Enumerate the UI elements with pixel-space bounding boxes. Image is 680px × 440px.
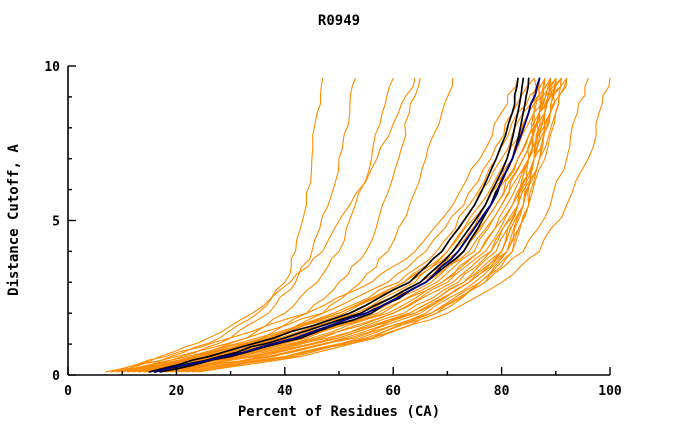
- series-line-highlight-model: [153, 77, 541, 373]
- series-line-reference-1: [148, 77, 519, 373]
- series-line-model-13: [170, 77, 542, 373]
- x-tick-label: 0: [64, 384, 72, 399]
- series-line-model-03: [116, 77, 546, 373]
- series-line-model-19: [132, 77, 568, 373]
- axes-layer: 0 20 40 60 80 100 0 5 10: [44, 60, 622, 399]
- series-line-reference-3: [159, 77, 530, 373]
- series-line-model-11: [159, 77, 557, 373]
- x-axis-label: Percent of Residues (CA): [238, 404, 440, 420]
- y-tick-label: 0: [52, 369, 60, 384]
- x-tick-label: 40: [277, 384, 293, 399]
- series-line-model-02: [110, 77, 535, 373]
- series-line-model-18: [197, 77, 541, 373]
- x-tick-label: 60: [385, 384, 401, 399]
- x-tick-label: 20: [169, 384, 185, 399]
- y-tick-label: 10: [44, 60, 60, 75]
- series-line-model-26: [110, 77, 416, 373]
- x-tick-label: 100: [598, 384, 622, 399]
- y-axis-label: Distance Cutoff, A: [6, 144, 22, 296]
- series-line-model-28: [165, 77, 589, 373]
- series-line-model-23: [127, 77, 394, 373]
- series-line-model-29: [148, 77, 568, 373]
- series-line-model-10: [154, 77, 562, 373]
- series-line-model-34: [159, 77, 562, 373]
- series-line-model-01: [105, 77, 519, 373]
- series-layer: [105, 77, 611, 373]
- series-line-model-22: [121, 77, 356, 373]
- series-line-model-27: [175, 77, 611, 373]
- series-line-model-20: [121, 77, 562, 373]
- x-tick-label: 80: [494, 384, 510, 399]
- y-tick-label: 5: [52, 215, 60, 230]
- chart-title: R0949: [318, 13, 360, 29]
- series-line-reference-2: [153, 77, 525, 373]
- series-line-model-21: [116, 77, 324, 373]
